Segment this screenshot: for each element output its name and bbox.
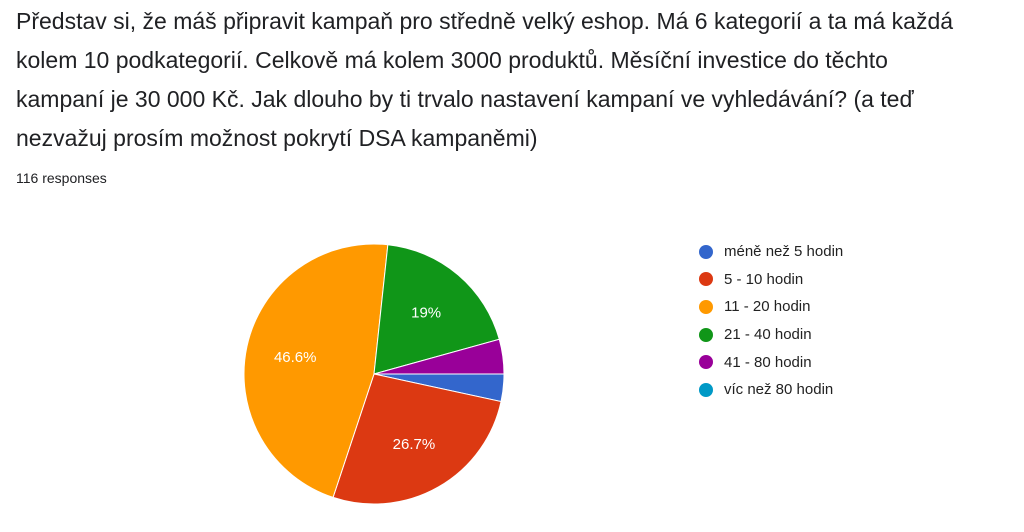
question-line: kolem 10 podkategorií. Celkově má kolem …: [16, 47, 888, 73]
question-line: nezvažuj prosím možnost pokrytí DSA kamp…: [16, 125, 538, 151]
legend-swatch: [699, 382, 713, 397]
legend-item[interactable]: 5 - 10 hodin: [699, 266, 843, 294]
legend-swatch: [699, 244, 713, 259]
legend-item[interactable]: víc než 80 hodin: [699, 376, 843, 404]
pie-slice[interactable]: [243, 243, 389, 499]
legend-item[interactable]: 21 - 40 hodin: [699, 321, 843, 349]
legend-label: méně než 5 hodin: [724, 243, 844, 261]
question-line: Představ si, že máš připravit kampaň pro…: [16, 8, 954, 34]
legend-swatch: [699, 355, 713, 370]
question-line: kampaní je 30 000 Kč. Jak dlouho by ti t…: [16, 86, 914, 112]
legend-label: 21 - 40 hodin: [724, 326, 812, 344]
pie-slice-label: 46.6%: [274, 349, 317, 366]
chart-legend: méně než 5 hodin 5 - 10 hodin 11 - 20 hodi…: [699, 238, 843, 404]
pie-slice-label: 19%: [411, 305, 441, 322]
pie-slice[interactable]: [373, 244, 500, 375]
legend-label: 5 - 10 hodin: [724, 270, 804, 288]
question-title: Představ si, že máš připravit kampaň pro…: [16, 2, 1006, 158]
pie-slice-label: 26.7%: [393, 436, 436, 453]
response-count: 116 responses: [16, 170, 107, 186]
legend-label: víc než 80 hodin: [724, 381, 834, 399]
legend-item[interactable]: 11 - 20 hodin: [699, 293, 843, 321]
pie-slice[interactable]: [373, 338, 505, 375]
legend-label: 11 - 20 hodin: [724, 298, 811, 316]
legend-item[interactable]: méně než 5 hodin: [699, 238, 843, 266]
legend-label: 41 - 80 hodin: [724, 353, 812, 371]
pie-slice[interactable]: [332, 373, 502, 505]
legend-item[interactable]: 41 - 80 hodin: [699, 348, 843, 376]
legend-swatch: [699, 272, 713, 287]
legend-swatch: [699, 299, 713, 314]
legend-swatch: [699, 327, 713, 342]
